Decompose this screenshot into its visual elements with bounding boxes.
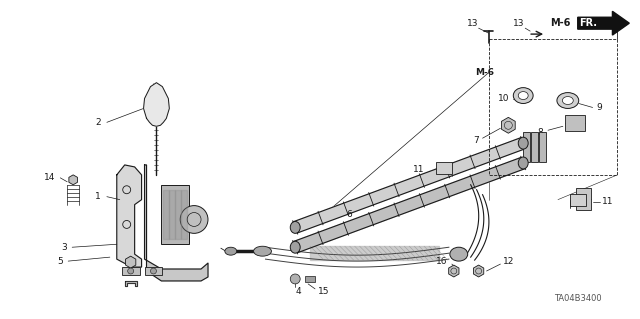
Text: 10: 10 bbox=[498, 94, 509, 103]
Text: 15: 15 bbox=[318, 287, 330, 296]
Polygon shape bbox=[125, 281, 136, 286]
Text: 1: 1 bbox=[95, 192, 101, 201]
Circle shape bbox=[180, 205, 208, 234]
Bar bbox=[565, 115, 585, 131]
Ellipse shape bbox=[225, 247, 237, 255]
Text: 11: 11 bbox=[602, 197, 613, 206]
Ellipse shape bbox=[563, 97, 573, 105]
Text: 3: 3 bbox=[61, 243, 67, 252]
Bar bbox=[122, 267, 140, 275]
Polygon shape bbox=[293, 157, 525, 253]
Ellipse shape bbox=[518, 92, 528, 100]
Text: 14: 14 bbox=[44, 173, 55, 182]
Text: 9: 9 bbox=[596, 103, 602, 112]
Bar bbox=[161, 185, 189, 244]
Text: 7: 7 bbox=[473, 136, 479, 145]
Polygon shape bbox=[116, 165, 141, 267]
Bar bbox=[539, 132, 546, 162]
Text: 16: 16 bbox=[436, 256, 447, 266]
Polygon shape bbox=[181, 190, 187, 239]
Polygon shape bbox=[143, 83, 170, 126]
Text: FR.: FR. bbox=[579, 18, 596, 28]
Bar bbox=[145, 267, 163, 275]
Text: 4: 4 bbox=[296, 287, 301, 296]
Text: 11: 11 bbox=[413, 166, 425, 174]
Text: M-6: M-6 bbox=[475, 68, 494, 77]
Ellipse shape bbox=[557, 93, 579, 108]
Polygon shape bbox=[170, 190, 175, 239]
Bar bbox=[524, 132, 530, 162]
Ellipse shape bbox=[518, 137, 528, 149]
Text: 13: 13 bbox=[513, 19, 524, 28]
Ellipse shape bbox=[291, 221, 300, 234]
Ellipse shape bbox=[513, 88, 533, 103]
Polygon shape bbox=[145, 165, 208, 281]
Text: 2: 2 bbox=[95, 118, 100, 127]
Text: TA04B3400: TA04B3400 bbox=[554, 294, 602, 303]
Bar bbox=[576, 188, 591, 210]
Text: 13: 13 bbox=[467, 19, 479, 28]
Bar bbox=[436, 162, 452, 174]
Circle shape bbox=[150, 268, 156, 274]
Bar bbox=[531, 132, 538, 162]
Bar bbox=[305, 276, 315, 282]
Ellipse shape bbox=[518, 157, 528, 169]
Text: 12: 12 bbox=[502, 256, 514, 266]
Ellipse shape bbox=[291, 241, 300, 253]
Polygon shape bbox=[578, 11, 629, 35]
Text: 8: 8 bbox=[537, 128, 543, 137]
Polygon shape bbox=[175, 190, 181, 239]
Text: 6: 6 bbox=[347, 210, 353, 219]
Polygon shape bbox=[163, 190, 170, 239]
Text: M-6: M-6 bbox=[550, 18, 570, 28]
Ellipse shape bbox=[253, 246, 271, 256]
Ellipse shape bbox=[450, 247, 468, 261]
Circle shape bbox=[291, 274, 300, 284]
Circle shape bbox=[128, 268, 134, 274]
Polygon shape bbox=[293, 137, 525, 233]
Polygon shape bbox=[310, 246, 439, 260]
Text: 5: 5 bbox=[58, 256, 63, 266]
Bar bbox=[570, 194, 586, 205]
